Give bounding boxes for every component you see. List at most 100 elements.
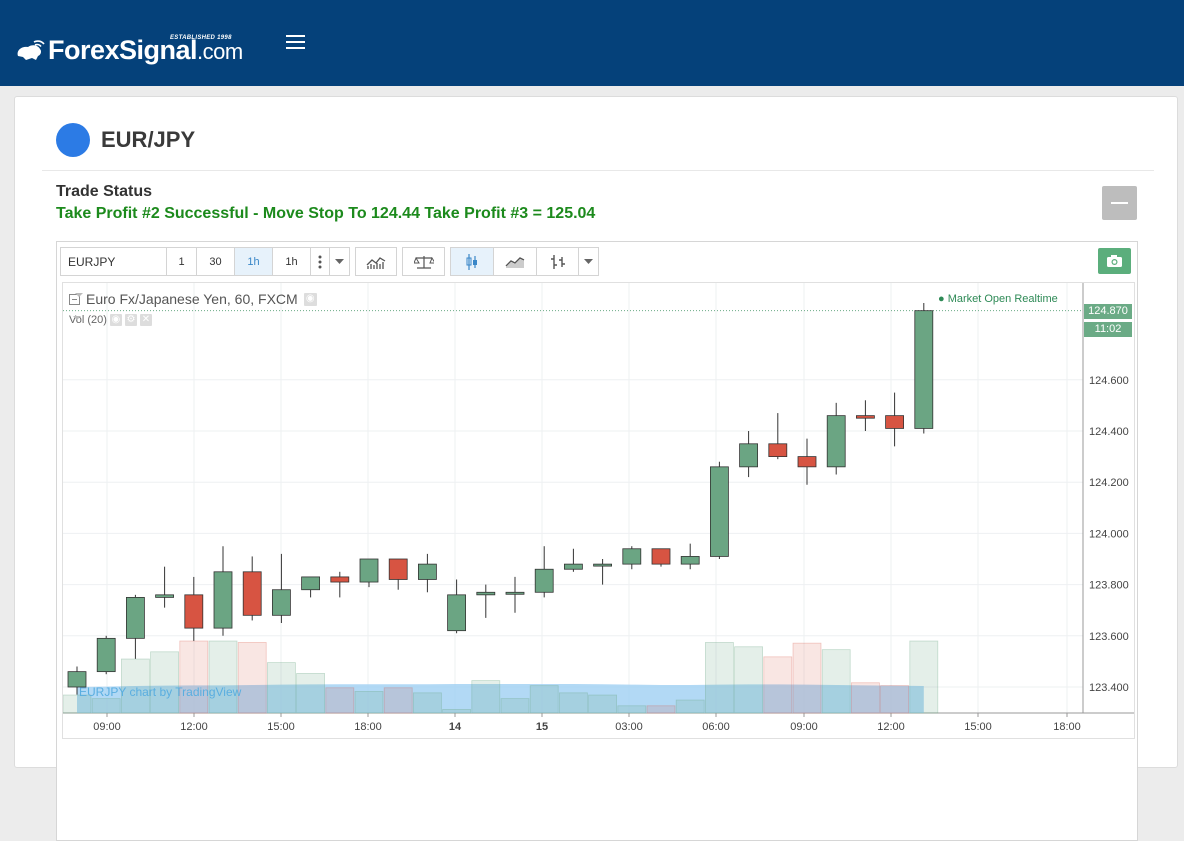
volume-bar	[763, 656, 793, 714]
compare-icon[interactable]	[402, 247, 445, 276]
market-status: ● Market Open Realtime	[938, 293, 1058, 305]
volume-ma-area	[77, 684, 924, 713]
candle-body	[856, 415, 875, 419]
interval-1-button[interactable]: 1	[166, 247, 197, 276]
candle-body	[126, 596, 145, 639]
settings-icon[interactable]: ⚙	[124, 314, 137, 326]
candle-body	[826, 415, 846, 468]
candle-body	[505, 591, 525, 595]
series-title: Euro Fx/Japanese Yen, 60, FXCM	[86, 291, 298, 307]
camera-icon[interactable]	[1098, 248, 1131, 274]
volume-bar	[471, 680, 501, 714]
x-tick-label: 06:00	[702, 721, 730, 733]
x-tick-label: 12:00	[180, 721, 208, 733]
volume-bar	[705, 642, 734, 714]
more-intervals-icon[interactable]	[310, 247, 330, 276]
tradingview-watermark[interactable]: EURJPY chart by TradingView	[79, 685, 242, 699]
candle-body	[797, 456, 817, 468]
candle-body	[563, 563, 583, 570]
pair-status-dot	[56, 123, 90, 157]
logo-text: ForexSignal.com	[48, 35, 243, 65]
volume-bar	[150, 651, 179, 714]
volume-bar	[588, 694, 617, 714]
chart-canvas[interactable]: 09:00 12:00 15:00 18:00 14 15 03:00 06:00 09:00 1…	[62, 282, 1135, 739]
candle-body	[271, 589, 291, 616]
volume-bar	[500, 698, 530, 714]
y-tick-label: 123.600	[1089, 631, 1129, 643]
volume-bar	[617, 705, 647, 714]
symbol-input[interactable]: EURJPY	[60, 247, 167, 276]
candle-body	[739, 443, 758, 468]
candle-body	[710, 466, 729, 557]
volume-bar	[851, 682, 880, 714]
candle-body	[213, 571, 233, 629]
candle-body	[330, 576, 350, 583]
volume-bar	[529, 685, 559, 714]
candle-body	[680, 556, 700, 565]
volume-bar	[237, 642, 267, 714]
signal-card: EUR/JPY Trade Status Take Profit #2 Succ…	[14, 96, 1178, 841]
collapse-legend-icon[interactable]	[69, 293, 80, 305]
line-chart-icon[interactable]	[493, 247, 537, 276]
pair-title: EUR/JPY	[101, 127, 196, 152]
volume-legend: Vol (20) ◉ ⚙ ✕	[69, 314, 152, 326]
volume-bar	[208, 640, 238, 714]
bars-icon[interactable]	[536, 247, 579, 276]
chevron-down-icon[interactable]	[578, 247, 599, 276]
candle-body	[67, 671, 87, 688]
collapse-button[interactable]	[1102, 186, 1137, 220]
volume-bar	[412, 692, 442, 714]
eye-icon[interactable]: ◉	[109, 314, 122, 326]
x-tick-label: 18:00	[354, 721, 382, 733]
volume-bar	[675, 699, 705, 714]
eye-icon[interactable]: ◉	[303, 292, 317, 306]
candle-body	[768, 443, 788, 458]
last-price-label: 124.870	[1084, 304, 1132, 319]
y-tick-label: 124.600	[1089, 375, 1129, 387]
chevron-down-icon[interactable]	[73, 291, 87, 299]
trade-status-text: Take Profit #2 Successful - Move Stop To…	[56, 205, 596, 222]
x-tick-label: 12:00	[877, 721, 905, 733]
candle-body	[155, 594, 174, 598]
x-tick-label: 15	[536, 721, 548, 733]
volume-bar	[821, 649, 851, 714]
volume-bar	[558, 692, 588, 714]
candle-body	[242, 571, 262, 616]
candle-body	[417, 563, 437, 580]
series-legend: Euro Fx/Japanese Yen, 60, FXCM ◉	[69, 291, 317, 307]
interval-30-button[interactable]: 30	[196, 247, 235, 276]
candle-body	[622, 548, 642, 565]
interval-1h-alt-button[interactable]: 1h	[272, 247, 311, 276]
site-logo[interactable]: ForexSignal.com	[14, 20, 243, 66]
volume-bar	[179, 640, 209, 714]
candle-body	[301, 576, 321, 591]
chevron-down-icon[interactable]	[71, 314, 85, 322]
close-icon[interactable]: ✕	[139, 314, 152, 326]
volume-bar	[880, 685, 909, 714]
candle-body	[534, 568, 554, 593]
indicators-icon[interactable]	[355, 247, 397, 276]
y-tick-label: 124.200	[1089, 477, 1129, 489]
candlestick-chart[interactable]: 09:00 12:00 15:00 18:00 14 15 03:00 06:00 09:00 1…	[63, 283, 1134, 738]
bull-logo-icon	[14, 38, 46, 66]
candle-body	[914, 310, 934, 429]
volume-bar	[296, 672, 326, 714]
y-tick-label: 124.000	[1089, 528, 1129, 540]
x-tick-label: 03:00	[615, 721, 643, 733]
candle-body	[885, 415, 904, 429]
hamburger-menu-icon[interactable]	[286, 34, 306, 50]
y-tick-label: 124.400	[1089, 426, 1129, 438]
interval-1h-button[interactable]: 1h	[234, 247, 273, 276]
volume-bar	[121, 658, 150, 714]
candles-icon[interactable]	[450, 247, 494, 276]
volume-bar	[909, 640, 939, 714]
candle-body	[593, 563, 612, 567]
chevron-down-icon[interactable]	[329, 247, 350, 276]
volume-bar	[266, 662, 296, 714]
chart-toolbar: EURJPY 1 30 1h 1h	[60, 247, 599, 276]
candle-body	[359, 558, 379, 583]
volume-bar	[91, 698, 121, 714]
x-tick-label: 09:00	[790, 721, 818, 733]
x-tick-label: 15:00	[267, 721, 295, 733]
volume-bar	[354, 690, 384, 714]
